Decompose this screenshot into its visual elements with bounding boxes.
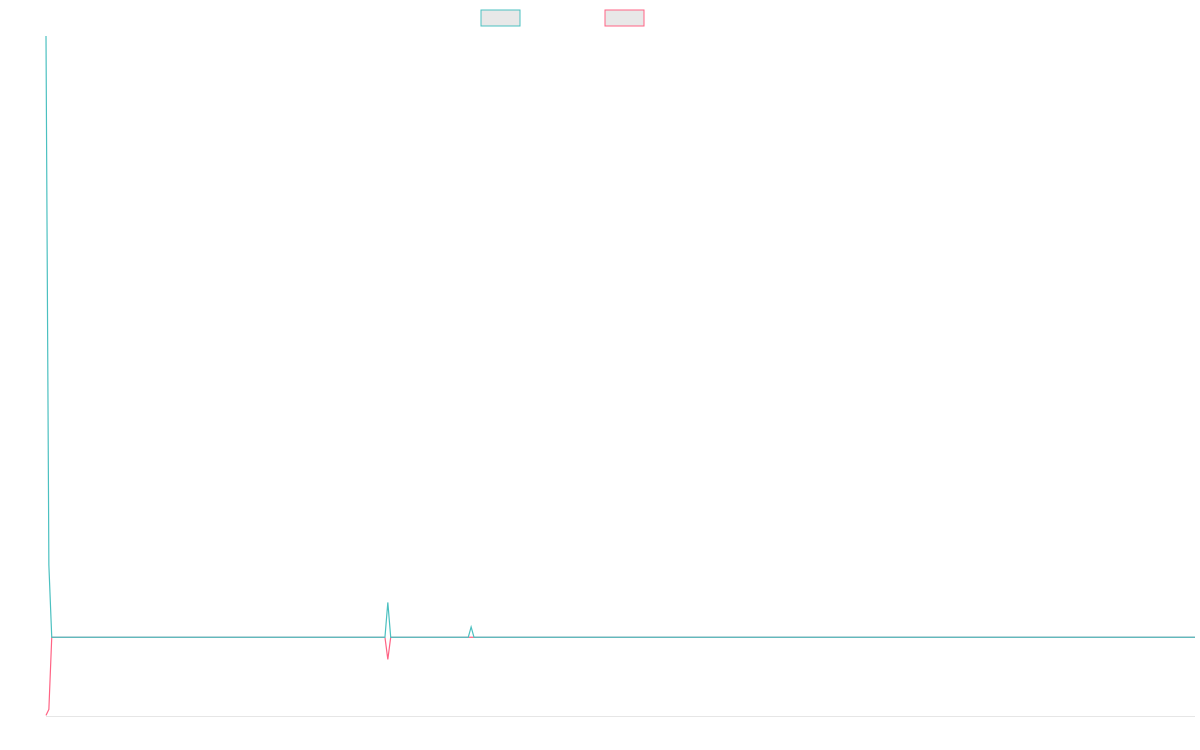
- legend-swatch[interactable]: [604, 9, 645, 27]
- series-line: [45, 35, 1195, 638]
- legend-swatch[interactable]: [480, 9, 521, 27]
- series-line: [45, 636, 1195, 716]
